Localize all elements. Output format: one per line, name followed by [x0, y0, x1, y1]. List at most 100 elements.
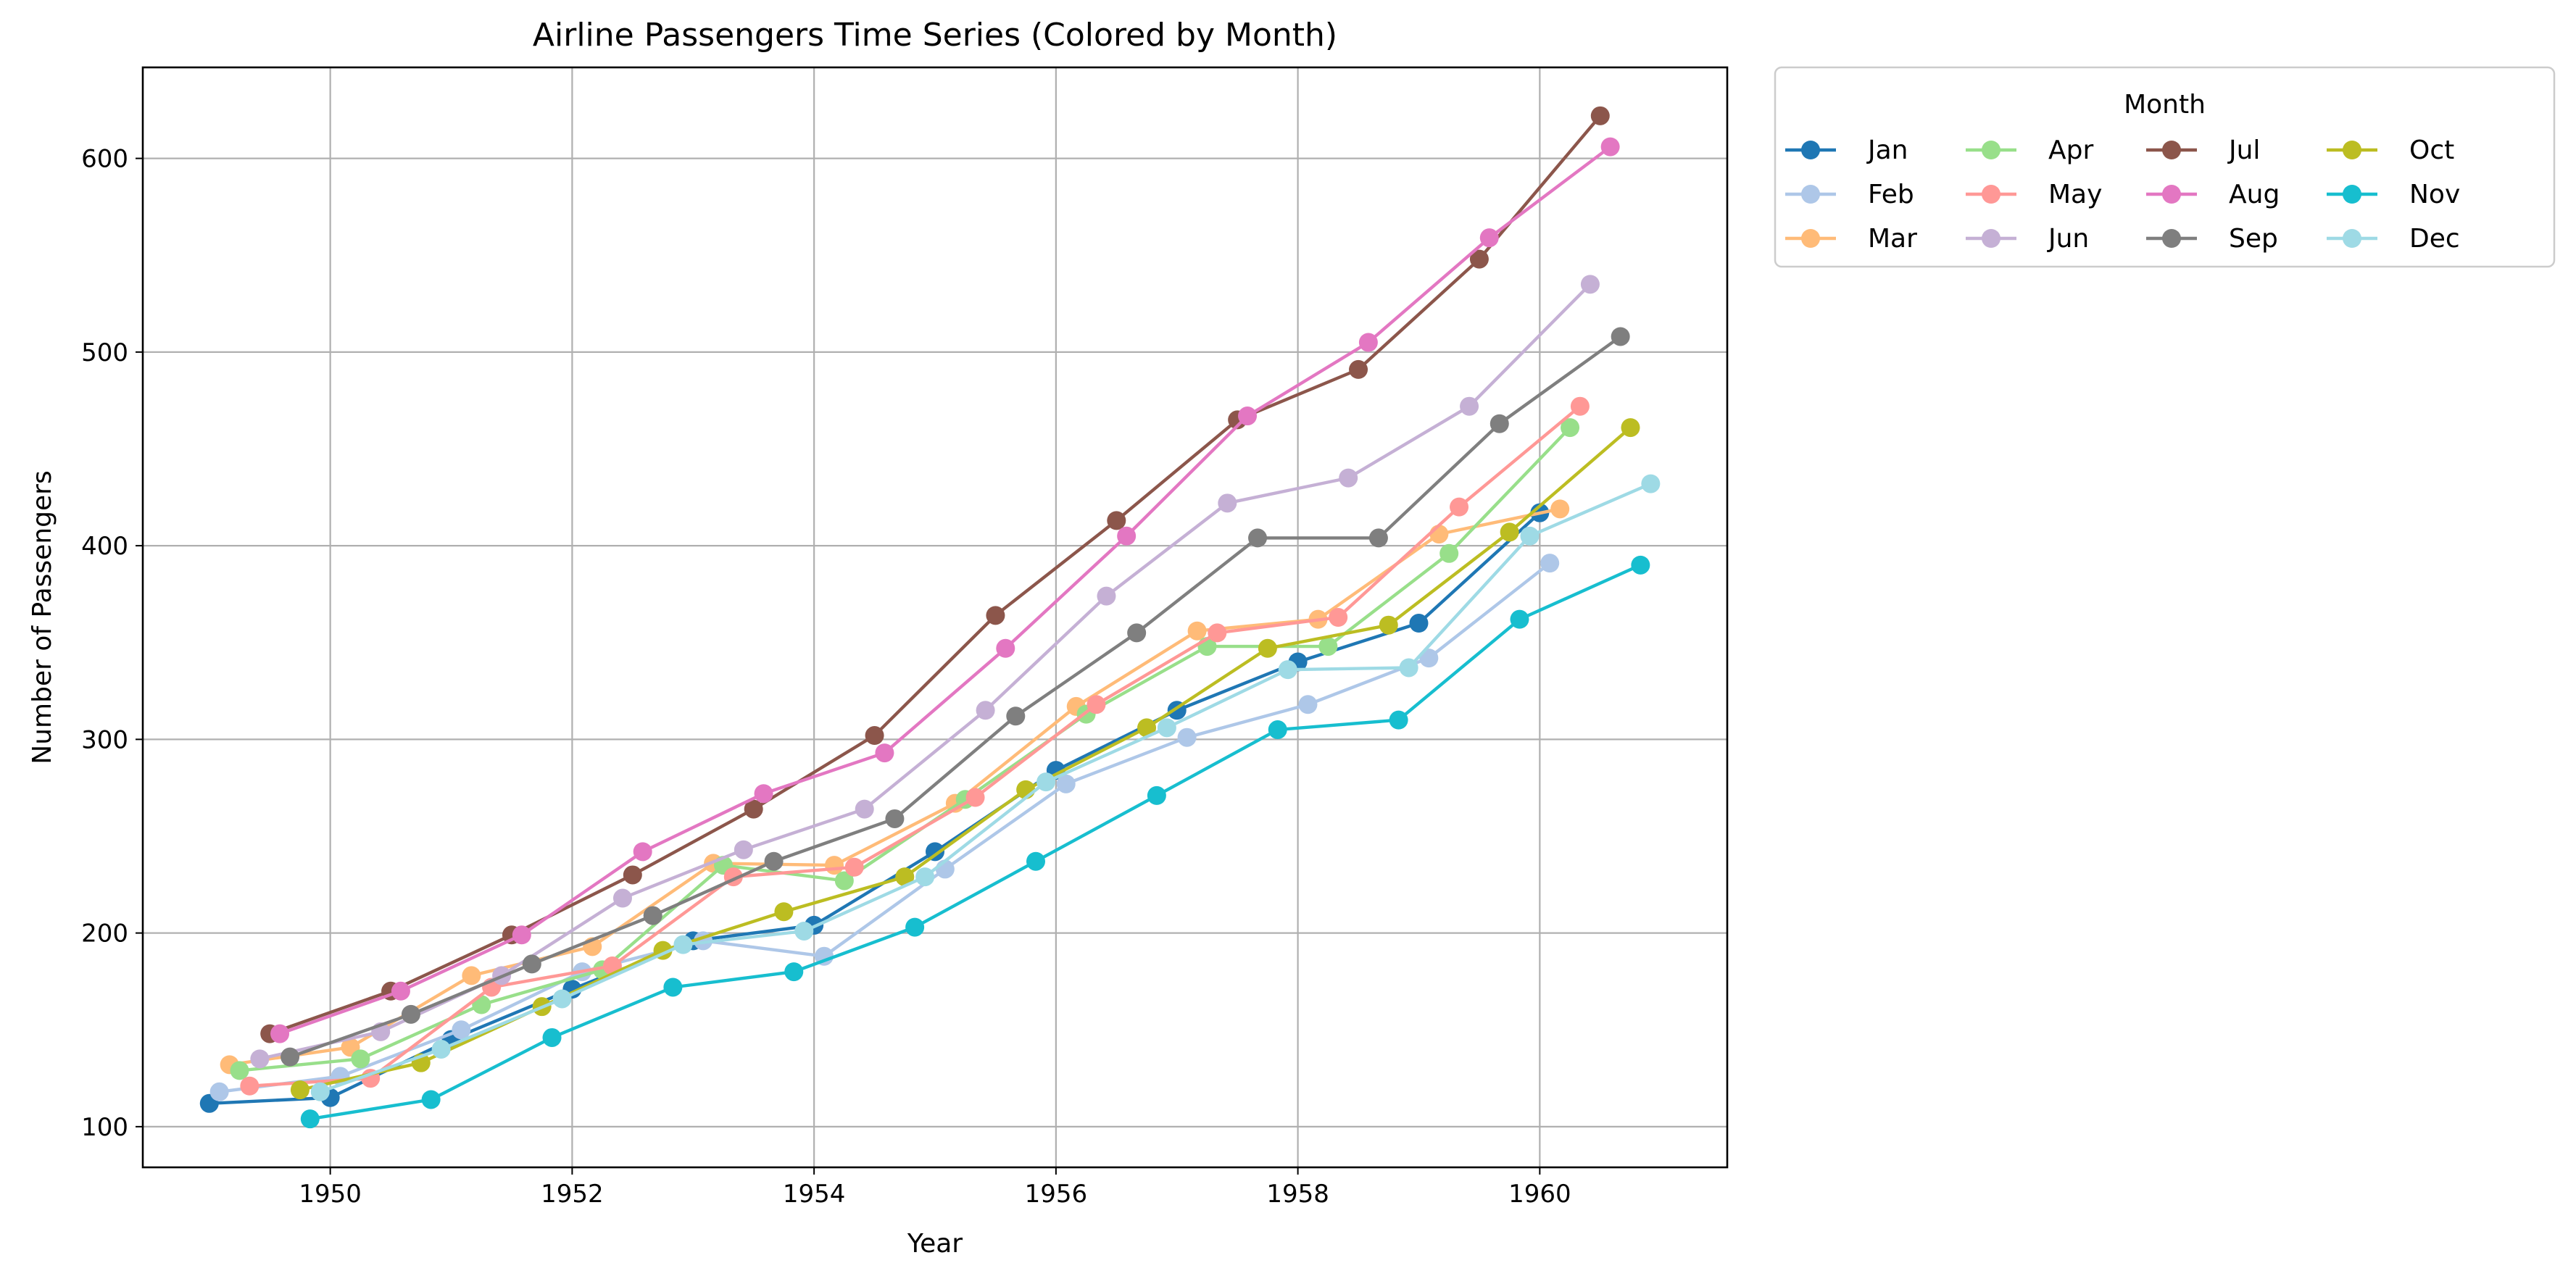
data-point: [421, 1090, 441, 1109]
data-point: [401, 1004, 420, 1024]
data-point: [633, 842, 652, 862]
data-point: [240, 1076, 259, 1096]
y-tick-label: 200: [81, 920, 128, 949]
legend-label: Aug: [2229, 180, 2280, 209]
x-tick-label: 1960: [1508, 1180, 1571, 1209]
data-point: [1358, 333, 1378, 352]
series-line-jan: [209, 512, 1541, 1105]
legend-label: Jul: [2227, 136, 2260, 165]
legend-entry: Aug: [2146, 180, 2280, 209]
data-point: [1368, 528, 1388, 548]
legend-box: [1774, 66, 2556, 268]
data-point: [452, 1020, 471, 1040]
data-point: [1097, 586, 1116, 606]
data-point: [1641, 474, 1661, 493]
data-point: [794, 921, 814, 941]
data-point: [1187, 621, 1207, 641]
data-point: [1510, 609, 1529, 629]
legend-entry: Dec: [2327, 224, 2460, 254]
data-point: [623, 865, 642, 885]
y-tick-label: 600: [81, 145, 128, 174]
data-point: [281, 1047, 300, 1067]
legend-entry: Nov: [2327, 180, 2460, 209]
data-point: [1268, 720, 1287, 740]
y-tick-label: 500: [81, 338, 128, 367]
data-point: [885, 809, 905, 828]
data-point: [754, 784, 773, 804]
data-point: [462, 966, 481, 985]
series-line-dec: [320, 482, 1652, 1093]
data-point: [1258, 638, 1277, 658]
data-point: [824, 856, 844, 875]
series-line-nov: [309, 563, 1642, 1121]
legend-label: May: [2048, 180, 2102, 209]
data-point: [774, 902, 794, 922]
data-point: [926, 842, 944, 862]
data-point: [1349, 359, 1368, 379]
data-point: [1177, 728, 1197, 747]
data-point: [1590, 106, 1610, 125]
series-layer: [199, 106, 1661, 1129]
data-point: [744, 799, 763, 819]
data-point: [1339, 468, 1358, 488]
plot-frame: [141, 66, 1729, 1169]
chart-title: Airline Passengers Time Series (Colored …: [533, 17, 1337, 54]
data-point: [431, 1039, 451, 1059]
data-point: [1429, 525, 1449, 544]
data-point: [1561, 418, 1580, 438]
data-point: [1117, 526, 1137, 546]
data-point: [1520, 526, 1540, 546]
data-point: [1278, 660, 1297, 680]
x-tick-label: 1950: [299, 1180, 362, 1209]
data-point: [1540, 554, 1560, 573]
legend-swatch-marker: [1801, 185, 1820, 204]
y-axis-label: Number of Passengers: [28, 470, 57, 764]
data-point: [1248, 528, 1268, 548]
legend-label: Feb: [1868, 180, 1914, 209]
data-point: [643, 906, 662, 925]
data-point: [270, 1024, 290, 1043]
data-point: [542, 1027, 562, 1047]
legend-label: Jun: [2047, 224, 2089, 254]
series-line-aug: [279, 145, 1611, 1035]
data-point: [1489, 414, 1509, 433]
data-point: [250, 1049, 270, 1069]
series-nov: [300, 555, 1650, 1129]
legend-entry: Jun: [1966, 224, 2089, 254]
data-point: [1238, 407, 1258, 426]
series-line-sep: [289, 335, 1621, 1059]
data-point: [230, 1061, 249, 1080]
legend-swatch-marker: [2162, 185, 2181, 204]
data-point: [1600, 137, 1620, 157]
legend-label: Jan: [1866, 136, 1908, 165]
data-point: [1621, 418, 1640, 438]
legend-entry: Jul: [2146, 136, 2260, 165]
data-point: [1036, 772, 1056, 792]
data-point: [976, 701, 995, 720]
data-point: [1218, 493, 1237, 513]
data-point: [1460, 396, 1479, 416]
data-point: [1570, 396, 1590, 416]
data-point: [784, 962, 804, 982]
data-point: [552, 989, 572, 1009]
data-point: [310, 1082, 330, 1101]
legend-swatch-marker: [2343, 185, 2361, 204]
x-tick-label: 1952: [541, 1180, 604, 1209]
data-point: [875, 743, 894, 763]
series-dec: [310, 474, 1661, 1101]
series-line-feb: [219, 562, 1551, 1093]
data-point: [1298, 695, 1318, 714]
data-point: [895, 867, 915, 887]
y-tick-label: 300: [81, 725, 128, 754]
data-point: [1450, 497, 1469, 517]
legend-swatch-marker: [2343, 229, 2361, 248]
data-point: [1469, 249, 1489, 269]
series-line-mar: [229, 507, 1561, 1067]
data-point: [1087, 695, 1106, 714]
data-point: [915, 867, 935, 887]
legend-entry: Jan: [1785, 136, 1908, 165]
legend-label: Sep: [2229, 224, 2278, 254]
x-tick-label: 1956: [1025, 1180, 1088, 1209]
axis-ticks: 1950 1952 1954 1956 1958 1960 100 200 300 400 500 6…: [81, 145, 1571, 1209]
